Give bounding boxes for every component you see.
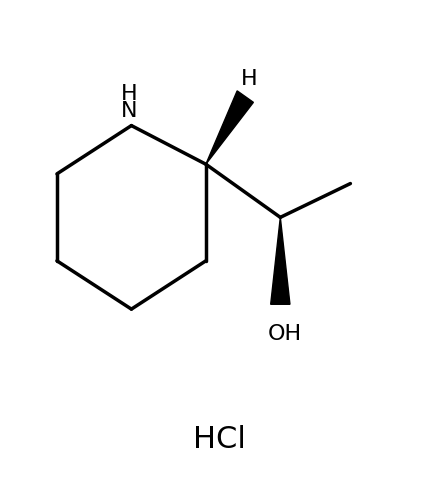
Text: OH: OH: [268, 324, 302, 343]
Text: HCl: HCl: [193, 425, 245, 454]
Text: H: H: [121, 84, 138, 104]
Polygon shape: [271, 217, 290, 304]
Text: N: N: [121, 101, 138, 121]
Text: H: H: [241, 70, 258, 89]
Polygon shape: [206, 91, 254, 164]
